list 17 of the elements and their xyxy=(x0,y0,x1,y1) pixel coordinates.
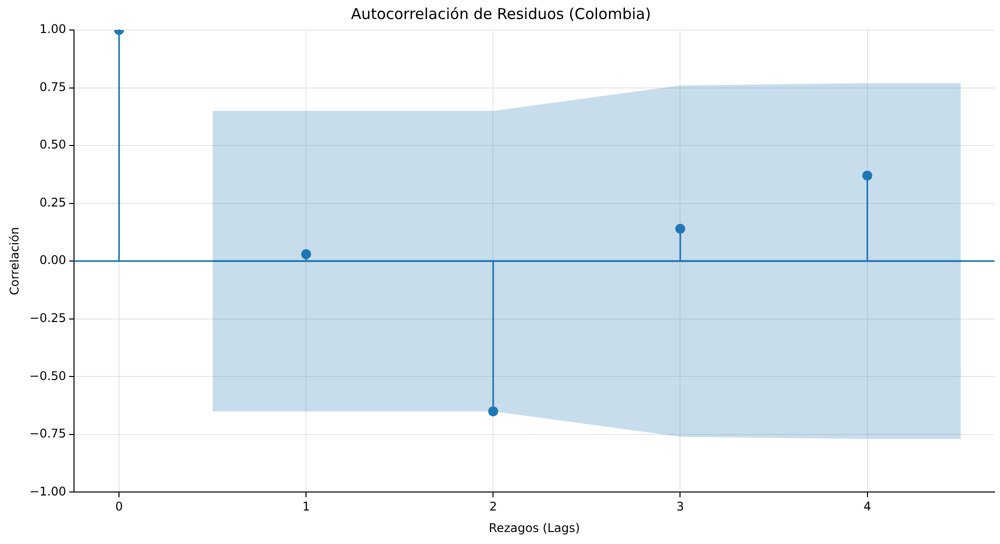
y-tick-label: 0.50 xyxy=(39,138,66,152)
x-tick-label: 0 xyxy=(115,500,123,514)
y-tick-label: −0.25 xyxy=(29,311,66,325)
y-tick-label: 0.25 xyxy=(39,195,66,210)
y-tick-label: 1.00 xyxy=(39,22,66,36)
x-axis-title: Rezagos (Lags) xyxy=(488,520,580,535)
x-tick-label: 1 xyxy=(302,500,310,514)
y-tick-label: −0.75 xyxy=(29,426,66,441)
chart-title: Autocorrelación de Residuos (Colombia) xyxy=(351,4,651,23)
y-tick-label: 0.00 xyxy=(39,253,66,268)
y-axis-title: Correlación xyxy=(7,227,22,296)
y-tick-label: 0.75 xyxy=(39,80,66,94)
x-tick-label: 4 xyxy=(863,500,872,514)
x-tick-label: 3 xyxy=(676,500,684,514)
x-tick-label: 2 xyxy=(489,500,498,514)
y-tick-label: −0.50 xyxy=(29,368,66,383)
y-tick-label: −1.00 xyxy=(29,484,66,498)
